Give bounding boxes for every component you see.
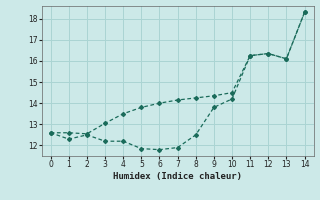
X-axis label: Humidex (Indice chaleur): Humidex (Indice chaleur) (113, 172, 242, 181)
